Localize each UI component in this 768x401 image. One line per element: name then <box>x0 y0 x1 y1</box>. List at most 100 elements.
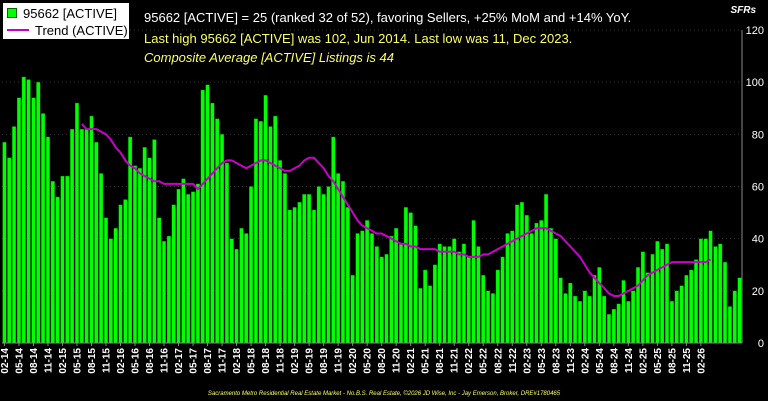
bar <box>679 285 684 344</box>
bar <box>253 118 258 344</box>
headline-summary: 95662 [ACTIVE] = 25 (ranked 32 of 52), f… <box>144 10 632 25</box>
bar <box>326 186 331 344</box>
bar <box>631 290 636 344</box>
bar <box>621 280 626 344</box>
bar <box>665 243 670 344</box>
x-tick-label: 08-22 <box>493 348 504 374</box>
bar <box>689 269 694 344</box>
bar <box>244 233 249 344</box>
unit-label: SFRs <box>730 5 756 16</box>
x-tick-label: 08-23 <box>551 348 562 374</box>
x-tick-label: 08-17 <box>203 348 214 374</box>
bar <box>292 207 297 344</box>
bar <box>103 217 108 344</box>
x-tick-label: 05-20 <box>363 348 374 374</box>
trend-series <box>81 123 712 298</box>
footer-credit: Sacramento Metro Residential Real Estate… <box>207 391 561 397</box>
y-gridlines <box>2 29 742 292</box>
bar <box>321 194 326 344</box>
composite-average: Composite Average [ACTIVE] Listings is 4… <box>144 50 395 65</box>
x-tick-label: 08-19 <box>319 348 330 374</box>
x-tick-label: 08-15 <box>87 348 98 374</box>
x-tick-label: 05-18 <box>247 348 258 374</box>
bar <box>394 228 399 344</box>
bar <box>113 228 118 344</box>
x-tick-label: 11-25 <box>682 348 693 373</box>
x-tick-label: 02-17 <box>174 348 185 374</box>
bar <box>89 115 94 344</box>
bar <box>84 128 89 344</box>
bar <box>152 139 157 344</box>
x-tick-label: 05-21 <box>421 348 432 374</box>
bar <box>597 267 602 344</box>
bar <box>239 228 244 344</box>
bar <box>505 233 510 344</box>
x-tick-label: 08-24 <box>609 348 620 374</box>
bar <box>534 222 539 344</box>
x-tick-label: 11-18 <box>276 348 287 373</box>
x-tick-label: 05-24 <box>595 348 606 374</box>
bar <box>224 162 229 344</box>
bar <box>331 136 336 344</box>
legend-swatch-trend <box>7 29 29 31</box>
bar <box>268 126 273 344</box>
x-tick-label: 02-23 <box>522 348 533 374</box>
bar <box>215 118 220 344</box>
bar <box>553 238 558 344</box>
bar <box>442 246 447 344</box>
x-tick-label: 05-15 <box>73 348 84 374</box>
bar <box>302 194 307 344</box>
bar <box>311 209 316 344</box>
bar <box>587 295 592 344</box>
bar <box>370 233 374 344</box>
bar <box>544 194 549 344</box>
x-tick-label: 05-19 <box>305 348 316 374</box>
legend-item-trend: Trend (ACTIVE) <box>7 22 128 38</box>
x-tick-label: 05-25 <box>653 348 664 374</box>
bar <box>171 204 176 344</box>
trend-line <box>81 123 712 298</box>
bar <box>147 157 152 344</box>
y-tick-label: 80 <box>752 129 764 141</box>
axes <box>2 30 743 346</box>
x-tick-label: 05-23 <box>537 348 548 374</box>
bar <box>345 207 350 344</box>
bar <box>723 261 728 344</box>
bar <box>273 115 278 344</box>
bar <box>249 186 254 344</box>
bar <box>655 241 660 344</box>
bar <box>137 168 142 344</box>
bar <box>336 173 341 344</box>
bar <box>41 113 46 344</box>
x-tick-label: 05-16 <box>131 348 142 374</box>
bar <box>694 259 699 344</box>
bar <box>7 157 12 344</box>
y-tick-labels: 0 20 40 60 80 100 120 <box>746 25 764 350</box>
bar-series <box>2 76 742 344</box>
legend-label-trend: Trend (ACTIVE) <box>35 22 128 38</box>
x-tick-label: 11-17 <box>218 348 229 373</box>
bar <box>529 233 534 344</box>
bar <box>74 102 79 344</box>
bar <box>384 254 389 344</box>
bar <box>495 269 500 344</box>
bar <box>316 186 321 344</box>
bar <box>65 175 70 344</box>
y-tick-label: 0 <box>758 338 764 350</box>
bar <box>389 235 394 344</box>
x-tick-label: 02-21 <box>406 348 417 374</box>
x-tick-label: 05-14 <box>14 348 25 374</box>
bar <box>592 275 597 344</box>
bar <box>287 209 292 344</box>
bar <box>636 267 641 344</box>
bar <box>640 251 645 344</box>
bar <box>452 238 457 344</box>
bar <box>602 295 607 344</box>
y-tick-label: 40 <box>752 234 764 246</box>
bar <box>413 225 418 344</box>
x-tick-label: 05-17 <box>189 348 200 374</box>
bar <box>205 84 210 344</box>
bar <box>428 285 433 344</box>
bar <box>234 248 239 344</box>
